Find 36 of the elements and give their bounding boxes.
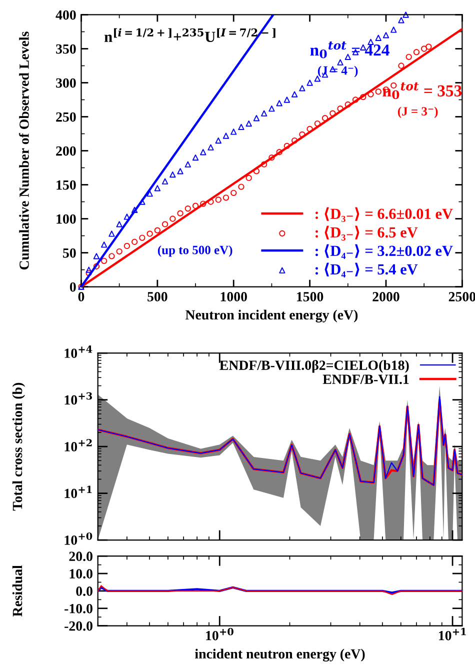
x-tick-label: 500 bbox=[148, 292, 168, 302]
y-tick-label: 300 bbox=[56, 78, 76, 88]
legend-label: : ⟨D₃₋⟩ = 6.6±0.01 eV bbox=[316, 207, 453, 222]
y-tick-label: -20.0 bbox=[64, 621, 92, 631]
legend-label: : ⟨D₄₋⟩ = 3.2±0.02 eV bbox=[316, 244, 453, 259]
x-tick-label: 1000 bbox=[220, 292, 247, 302]
x-axis-title: incident neutron energy (eV) bbox=[195, 648, 365, 662]
y-tick-label: 350 bbox=[56, 44, 76, 54]
legend-label: : ⟨D₄₋⟩ = 5.4 eV bbox=[316, 262, 418, 278]
y-axis-title: Residual bbox=[12, 565, 22, 617]
y-tick-label: 400 bbox=[56, 10, 76, 20]
y-tick-label: -10.0 bbox=[64, 604, 92, 614]
y-tick-label: 150 bbox=[56, 180, 76, 190]
y-tick-label: 250 bbox=[56, 112, 76, 122]
legend-label: ENDF/B-VII.1 bbox=[322, 374, 409, 384]
y-tick-label: 10.0 bbox=[70, 569, 92, 579]
x-tick-label: 2000 bbox=[372, 292, 400, 302]
y-tick-label: 10$^{+3}$ bbox=[64, 392, 92, 405]
y-tick-label: 20.0 bbox=[69, 552, 92, 562]
y-tick-label: 10$^{+0}$ bbox=[64, 532, 92, 545]
x-tick-label: 1500 bbox=[297, 292, 324, 302]
annotation: (J = 3⁻) bbox=[398, 106, 438, 118]
y-tick-label: 200 bbox=[56, 146, 76, 156]
x-axis-title: Neutron incident energy (eV) bbox=[185, 310, 358, 322]
y-tick-label: 0 bbox=[70, 282, 76, 292]
y-tick-label: 0.0 bbox=[76, 586, 92, 596]
legend-label: ENDF/B-VIII.0β2=CIELO(b18) bbox=[220, 360, 409, 373]
y-tick-label: 10$^{+2}$ bbox=[64, 439, 92, 452]
annotation: (up to 500 eV) bbox=[158, 245, 232, 257]
y-axis-title: Cumulative Number of Observed Levels bbox=[18, 32, 29, 270]
y-axis-title: Total cross section (b) bbox=[12, 382, 25, 511]
y-tick-label: 10$^{+1}$ bbox=[64, 486, 92, 498]
legend-label: : ⟨D₃₋⟩ = 6.5 eV bbox=[316, 226, 418, 241]
y-tick-label: 50 bbox=[63, 248, 76, 258]
y-tick-label: 10$^{+4}$ bbox=[64, 346, 92, 358]
y-tick-label: 100 bbox=[56, 214, 76, 224]
